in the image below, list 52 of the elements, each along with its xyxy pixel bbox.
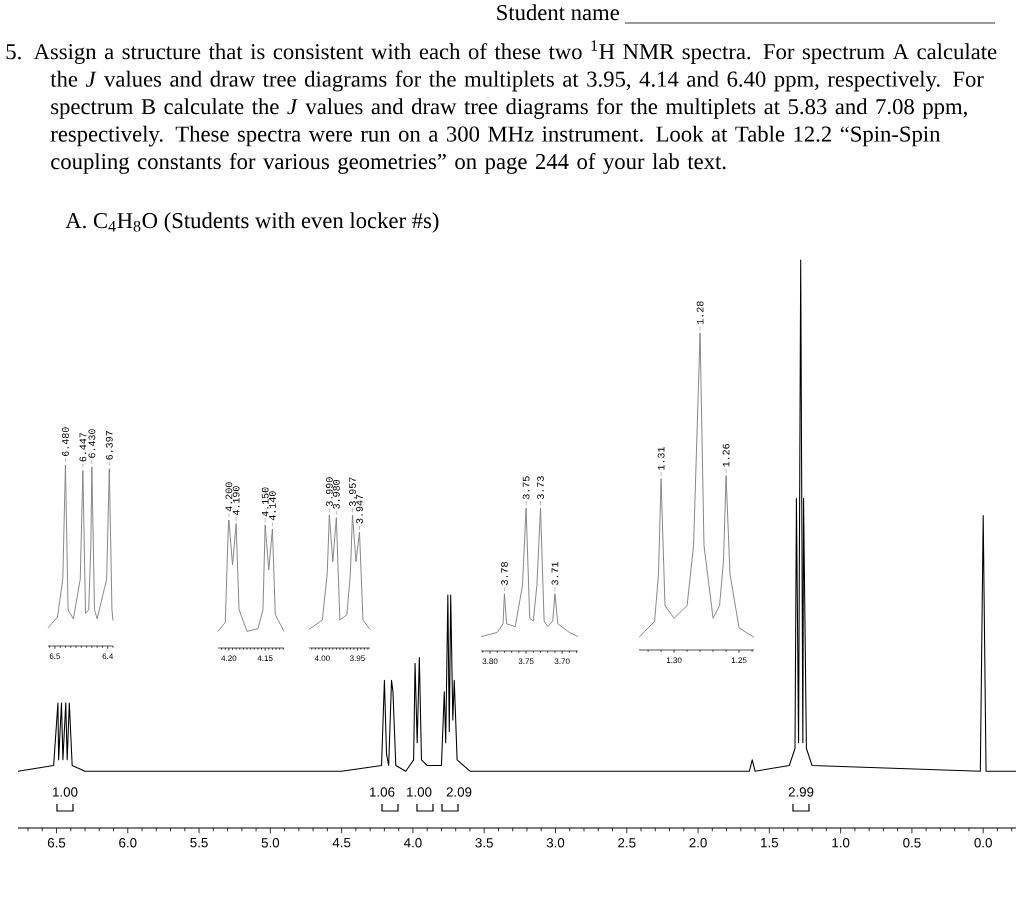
x-tick-label: 0.0 (974, 838, 992, 848)
annotation: 6.447 (79, 432, 87, 462)
x-tick-label: 6.5 (47, 838, 66, 848)
x-tick-label: 6.0 (119, 838, 137, 848)
x-tick-label: 4.00 (314, 655, 330, 662)
annotation: 3.980 (332, 480, 340, 509)
annotation: 1.31 (657, 447, 665, 470)
x-tick-label: 3.95 (349, 655, 365, 662)
x-tick-label: 3.80 (482, 658, 498, 665)
x-tick-label: 0.5 (903, 838, 921, 848)
annotation: 3.75 (522, 476, 530, 500)
annotation: 4.140 (269, 491, 276, 521)
x-tick-label: 1.30 (666, 657, 682, 664)
annotation: 3.71 (551, 562, 559, 585)
x-tick-label: 4.20 (221, 655, 237, 662)
x-tick-label: 5.5 (190, 838, 208, 848)
annotation: 4.200 (225, 482, 233, 512)
x-tick-label: 1.5 (761, 838, 779, 848)
x-tick-label: 3.5 (475, 838, 493, 848)
x-tick-label: 3.75 (518, 658, 534, 665)
x-tick-label: 6.5 (49, 653, 61, 660)
x-tick-label: 1.25 (731, 657, 747, 664)
annotation: 1.06 (370, 787, 395, 797)
annotation: 1.28 (696, 301, 704, 324)
annotation: 6.480 (62, 427, 69, 456)
annotation: 2.99 (788, 787, 814, 797)
annotation: 3.957 (349, 477, 356, 507)
x-tick-label: 2.5 (618, 838, 636, 848)
annotation: 3.78 (501, 562, 508, 585)
text: 5. Assign a structure that is consistent with each of these two $^{1}$H NMR spectra. For spectrum A calculate the J values and draw tree diagrams for the multiplets at 3.95, 4.14 and 6.40 ppm, respectively. For spectrum B calculate the J values and draw tree diagrams for the multiplets at 5.83 and 7.08 ppm, respectively. These spectra were run on a 300 MHz instrument. Look at Table 12.2 “Spin-Spin coupling constants for various geometries” on page 244 of your lab text. (6, 40, 997, 174)
annotation: 3.990 (325, 477, 333, 507)
annotation: 6.397 (105, 431, 113, 460)
annotation: 1.00 (407, 787, 432, 797)
x-tick-label: 4.15 (257, 655, 273, 661)
annotation: 3.73 (537, 476, 544, 500)
x-tick-label: 3.70 (554, 658, 570, 665)
annotation: 2.09 (446, 787, 472, 797)
text: Student name (497, 4, 619, 21)
x-tick-label: 4.5 (332, 838, 351, 848)
annotation: 4.190 (232, 486, 240, 516)
annotation: 3.947 (356, 494, 363, 524)
x-tick-label: 4.0 (403, 838, 422, 848)
annotation: 1.26 (722, 444, 730, 467)
annotation: 6.430 (88, 429, 96, 458)
x-tick-label: 3.0 (546, 838, 565, 848)
x-tick-label: 2.0 (689, 838, 707, 848)
chart-title: A. C$_{4}$H$_{8}$O (Students with even locker #s) (65, 212, 439, 233)
x-tick-label: 1.0 (832, 838, 850, 848)
x-tick-label: 5.0 (261, 838, 280, 848)
x-tick-label: 6.4 (102, 653, 114, 660)
annotation: 1.00 (53, 787, 78, 797)
annotation: 4.150 (261, 487, 269, 517)
